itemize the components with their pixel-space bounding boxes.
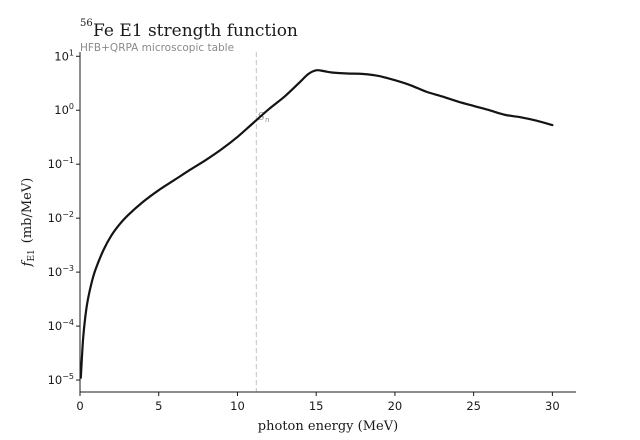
series-group bbox=[79, 69, 554, 379]
y-axis-symbol: f bbox=[20, 259, 35, 267]
x-tick-label: 20 bbox=[388, 399, 403, 413]
title-mass-number: 56 bbox=[80, 18, 93, 29]
x-tick-label: 5 bbox=[155, 399, 162, 413]
x-tick-label: 10 bbox=[230, 399, 245, 413]
e1-strength-line bbox=[79, 69, 554, 379]
y-tick-label: 10−5 bbox=[48, 372, 74, 387]
svg-text:fE1(mb/MeV): fE1 (mb/MeV) bbox=[20, 178, 37, 268]
chart-title: Fe E1 strength function bbox=[93, 21, 298, 41]
y-tick-label: 10−2 bbox=[48, 210, 74, 225]
x-tick-label: 0 bbox=[76, 399, 83, 413]
sn-annotation: Sn bbox=[255, 52, 270, 392]
x-axis-ticks: 0 5 10 15 20 25 30 bbox=[76, 392, 560, 413]
y-tick-label: 10−3 bbox=[48, 264, 74, 279]
x-tick-label: 30 bbox=[545, 399, 560, 413]
y-tick-label: 101 bbox=[54, 48, 74, 63]
axes-spines bbox=[79, 52, 576, 393]
x-tick-label: 15 bbox=[309, 399, 324, 413]
chart-subtitle: HFB+QRPA microscopic table bbox=[80, 42, 234, 54]
y-tick-label: 10−4 bbox=[48, 318, 74, 333]
x-axis-label: photon energy (MeV) bbox=[258, 419, 398, 434]
y-axis-label: fE1 (mb/MeV) bbox=[20, 178, 37, 268]
y-axis-unit: (mb/MeV) bbox=[20, 178, 35, 244]
y-axis-subscript: E1 bbox=[27, 249, 37, 261]
y-tick-label: 100 bbox=[54, 102, 74, 117]
x-tick-label: 25 bbox=[466, 399, 481, 413]
y-axis-ticks: 10−5 10−4 10−3 10−2 10−1 100 101 bbox=[48, 48, 80, 387]
y-tick-label: 10−1 bbox=[48, 156, 74, 171]
